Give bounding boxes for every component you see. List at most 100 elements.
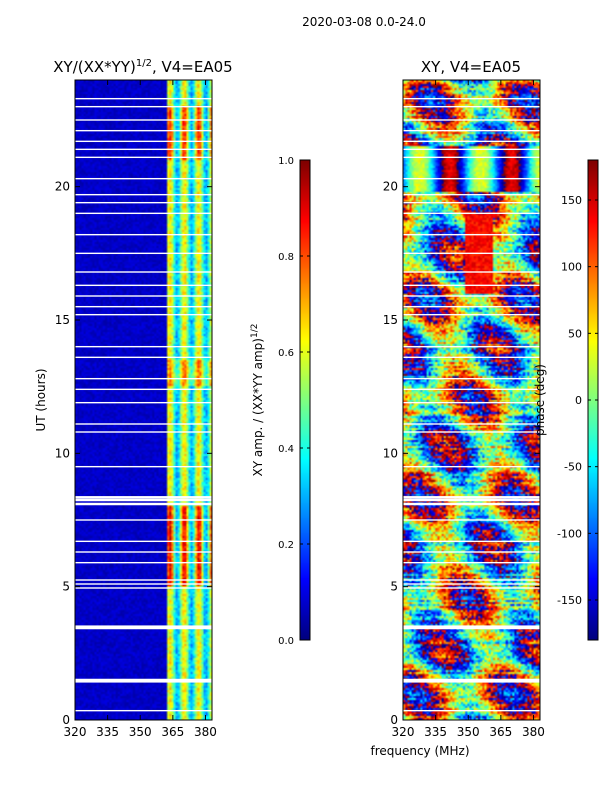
data-gap [75,284,212,287]
data-gap [403,680,540,683]
data-gap [403,105,540,108]
x-tick-label: 380 [522,725,545,739]
colorbar-tick-label: 0.8 [278,252,294,263]
data-gap [403,305,540,308]
data-gap [75,177,212,180]
data-gap [75,156,212,159]
data-gap [75,271,212,273]
x-tick-label: 365 [161,725,184,739]
colorbar-tick-label: 50 [568,327,582,340]
data-gap [75,295,212,297]
colorbar-tick-label: -100 [557,527,582,540]
right-panel-title: XY, V4=EA05 [421,58,521,76]
data-gap [75,709,212,712]
left-heatmap-gaps [75,97,212,712]
x-tick-label: 380 [194,725,217,739]
y-tick-label: 20 [55,180,70,194]
data-gap [403,212,540,215]
data-gap [403,583,540,585]
data-gap [75,431,212,433]
amplitude-colorbar: 0.0 0.2 0.4 0.6 0.8 1.0 [278,156,311,647]
data-gap [403,496,540,499]
data-gap [75,148,212,151]
colorbar-tick-label: 1.0 [278,156,294,167]
x-tick-label: 320 [392,725,415,739]
right-axis-ticks: 320 335 350 365 380 0 5 10 15 20 [383,80,545,739]
data-gap [403,678,540,682]
data-gap [403,252,540,255]
y-tick-label: 15 [55,313,70,327]
data-gap [75,625,212,628]
data-gap [403,193,540,196]
data-gap [403,201,540,204]
data-gap [403,356,540,359]
y-tick-label: 0 [62,713,70,727]
colorbar-tick-label: 0.0 [278,636,294,647]
left-panel-title: XY/(XX*YY)1/2, V4=EA05 [53,58,232,76]
data-gap [75,233,212,236]
amplitude-colorbar-frame [299,159,311,641]
data-gap [403,626,540,630]
colorbar-gradient-image [588,160,598,640]
colorbar-tick-label: 0.6 [278,348,294,359]
data-gap [75,401,212,404]
data-gap [403,502,540,506]
data-gap [75,129,212,132]
colorbar-tick-label: 0 [575,394,582,407]
data-gap [75,423,212,425]
figure-title: 2020-03-08 0.0-24.0 [302,15,426,29]
data-gap [75,345,212,348]
data-gap [75,356,212,359]
data-gap [75,680,212,683]
data-gap [403,313,540,316]
data-gap [403,284,540,287]
colorbar-tick-label: 0.2 [278,540,294,551]
colorbar-tick-label: -50 [564,461,582,474]
data-gap [403,431,540,433]
data-gap [75,388,212,391]
data-gap [403,97,540,100]
y-tick-label: 5 [62,580,70,594]
left-axis-ticks: 320 335 350 365 380 0 5 10 15 20 [55,80,217,739]
colorbar-gradient-image [300,160,310,640]
data-gap [75,465,212,468]
data-gap [403,295,540,297]
data-gap [75,678,212,682]
data-gap [403,551,540,553]
x-tick-label: 335 [96,725,119,739]
data-gap [403,129,540,132]
y-tick-label: 0 [390,713,398,727]
data-gap [403,345,540,348]
data-gap [75,212,212,215]
right-heatmap-image [403,80,540,720]
data-gap [75,305,212,308]
data-gap [75,496,212,499]
data-gap [403,498,540,502]
data-gap [75,561,212,564]
data-gap [403,579,540,581]
data-gap [403,177,540,180]
data-gap [403,148,540,151]
data-gap [403,377,540,380]
x-tick-label: 320 [64,725,87,739]
right-plot-frame [402,79,541,721]
data-gap [403,233,540,236]
data-gap [75,193,212,196]
data-gap [403,561,540,564]
y-tick-label: 20 [383,180,398,194]
colorbar-tick-label: 100 [561,261,582,274]
data-gap [403,156,540,159]
data-gap [403,519,540,521]
y-tick-label: 15 [383,313,398,327]
x-tick-label: 350 [129,725,152,739]
data-gap [75,140,212,143]
data-gap [75,551,212,553]
data-gap [75,252,212,255]
x-tick-label: 365 [489,725,512,739]
data-gap [75,201,212,204]
amplitude-colorbar-ticks: 0.0 0.2 0.4 0.6 0.8 1.0 [278,156,310,647]
data-gap [403,388,540,391]
y-tick-label: 5 [390,580,398,594]
data-gap [75,97,212,100]
